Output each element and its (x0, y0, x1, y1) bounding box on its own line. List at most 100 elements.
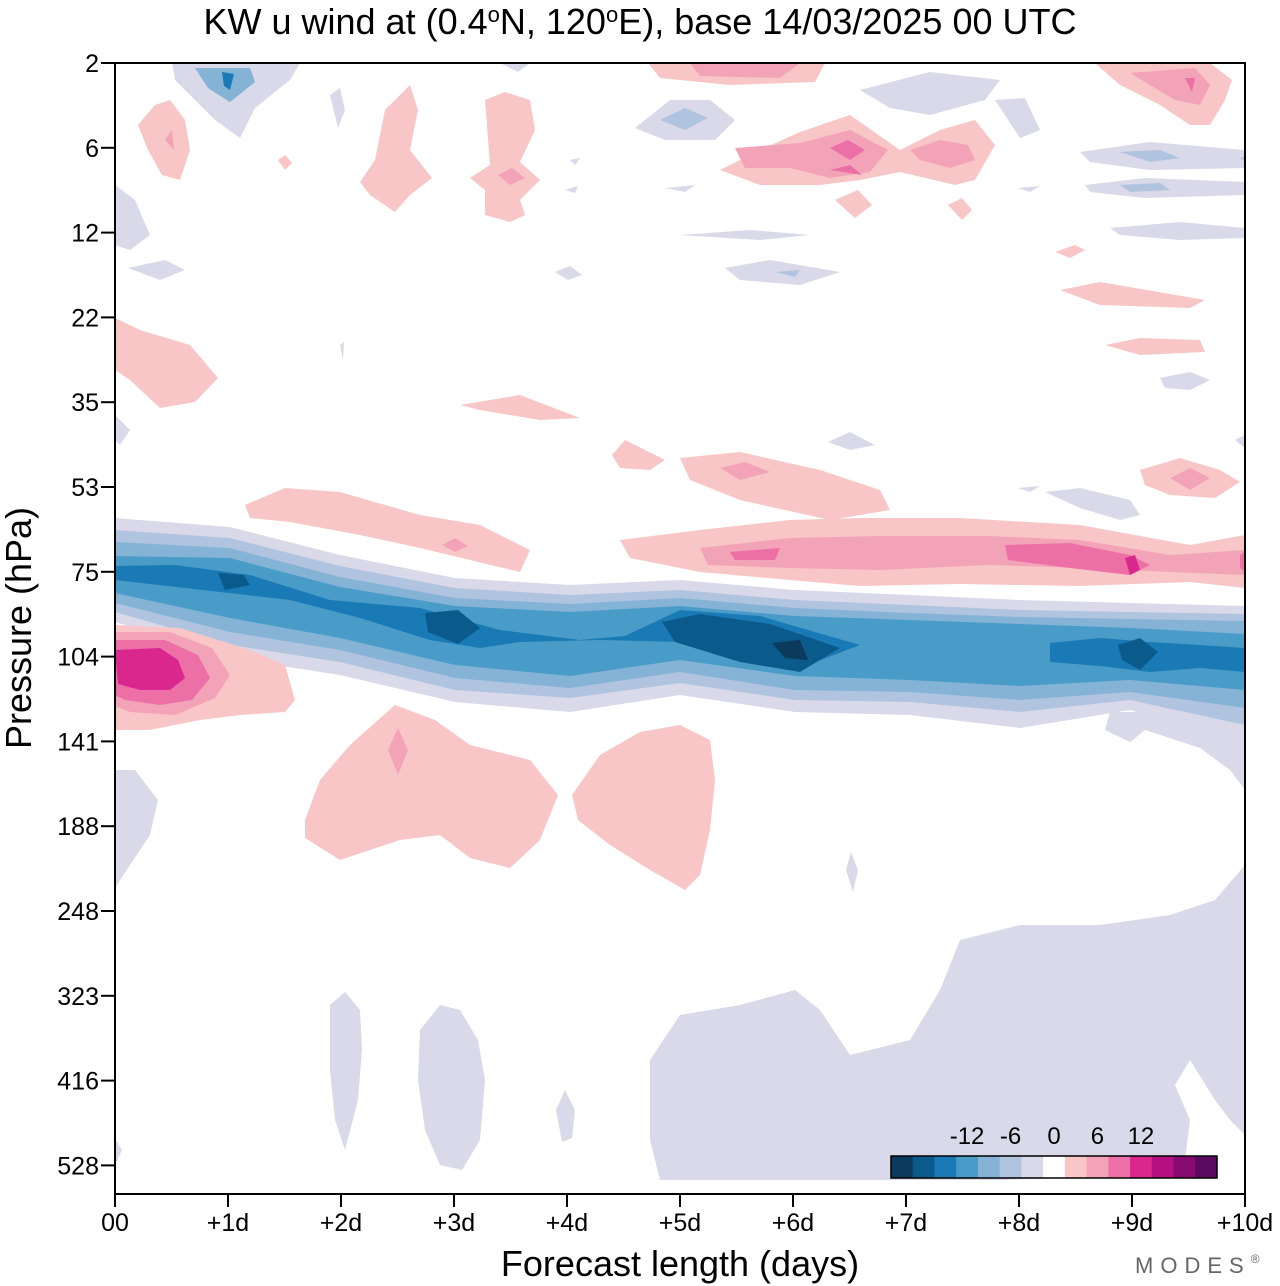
us-lav-mid-2 (860, 72, 1000, 115)
us-lav-small-e (1018, 186, 1040, 192)
colorbar-swatch (999, 1156, 1022, 1178)
ut-pink-2 (572, 725, 715, 890)
band-level-7 (772, 640, 808, 660)
pink-blob-35 (460, 395, 580, 420)
us-pink-left-6-core (165, 130, 174, 150)
colorbar-swatch (1086, 1156, 1109, 1178)
pink-blob-45 (612, 440, 665, 470)
lav-416 (556, 1090, 575, 1142)
y-axis-label: Pressure (hPa) (0, 507, 39, 749)
us-lav-12 (680, 230, 810, 240)
y-tick-label: 141 (57, 728, 99, 756)
colorbar-swatch (1064, 1156, 1088, 1178)
us-pink-small-1 (278, 155, 292, 170)
y-tick-label: 53 (71, 474, 99, 502)
y-tick-label: 2 (85, 50, 99, 78)
us-lav-2 (500, 63, 530, 72)
east-level-3c (1240, 552, 1245, 572)
colorbar-swatch (1108, 1156, 1131, 1178)
x-tick-label: +3d (433, 1209, 475, 1237)
y-tick-label: 12 (71, 220, 99, 248)
x-tick-label: +8d (998, 1209, 1040, 1237)
pink-blob-75 (442, 538, 468, 552)
x-axis-label: Forecast length (days) (501, 1243, 859, 1284)
colorbar-swatch (1151, 1156, 1175, 1178)
us-pink-small-3 (948, 198, 972, 220)
pink-blob-28 (1105, 338, 1205, 355)
y-tick-label: 22 (71, 304, 99, 332)
x-tick-label: +9d (1111, 1209, 1153, 1237)
us-pink-6-7-core2 (830, 165, 862, 175)
band-level-6a (218, 573, 250, 590)
colorbar-swatch (956, 1156, 979, 1178)
lav-323-a (330, 992, 362, 1150)
colorbar-label: -6 (1000, 1123, 1021, 1150)
lav-left-528 (115, 1138, 122, 1165)
us-pink-2d (360, 85, 432, 212)
lav-248 (846, 852, 858, 892)
us-lav-45 (828, 432, 875, 450)
colorbar-label: 0 (1047, 1123, 1060, 1150)
colorbar-labels: -12 -6 0 6 12 (950, 1123, 1155, 1150)
east-level-3b (1005, 543, 1150, 575)
colorbar-swatch (934, 1156, 957, 1178)
colorbar (890, 1155, 1218, 1179)
us-lav-mid-6 (1110, 222, 1245, 240)
band-level-6d (1118, 638, 1158, 670)
y-tick-label: 75 (71, 559, 99, 587)
us-lav-small-g (340, 342, 344, 360)
colorbar-swatch (1021, 1156, 1044, 1178)
chart-title: KW u wind at (0.4oN, 120oE), base 14/03/… (204, 1, 1077, 42)
us-lav-small-a (570, 158, 580, 165)
us-pink-left-6 (138, 100, 190, 180)
x-tick-label: +5d (659, 1209, 701, 1237)
us-lav-50 (1235, 435, 1245, 448)
lav-left-188 (115, 770, 158, 888)
us-lav-35 (1160, 372, 1210, 390)
colorbar-swatch (1043, 1156, 1066, 1178)
pink-blob-53b-inner (1170, 468, 1210, 490)
y-tick-label: 6 (85, 135, 99, 163)
us-lav-small-b (565, 186, 578, 193)
y-tick-label: 35 (71, 389, 99, 417)
colorbar-swatch (912, 1156, 935, 1178)
us-lav-40 (115, 415, 130, 445)
lav-323-b (418, 1005, 485, 1170)
us-lav-left-14 (128, 260, 185, 280)
us-lav-mid-3 (995, 98, 1040, 138)
y-tick-label: 104 (57, 644, 99, 672)
pink-blob-22 (115, 318, 218, 408)
x-tick-label: +10d (1217, 1209, 1273, 1237)
x-tick-label: 00 (101, 1209, 129, 1237)
colorbar-swatch (977, 1156, 1001, 1178)
colorbar-label: -12 (950, 1123, 985, 1150)
us-pink-3d-core (498, 168, 525, 185)
brand-logo-text: MODES® (1135, 1252, 1260, 1278)
colorbar-swatch (1130, 1156, 1153, 1178)
us-pink-6-7-in2 (910, 140, 975, 168)
us-lav-small-f (330, 88, 345, 128)
ut-pink-1-inner (388, 728, 408, 775)
x-tick-label: +2d (320, 1209, 362, 1237)
us-lav-mid-4-in (1120, 150, 1180, 162)
us-pink-top-right-in (1130, 68, 1210, 105)
pink-ridge-53 (245, 488, 530, 572)
colorbar-label: 6 (1091, 1123, 1104, 1150)
y-tick-label: 188 (57, 813, 99, 841)
us-lav-58 (1045, 488, 1140, 520)
us-pink-top-mid-in (690, 63, 800, 78)
x-tick-label: +7d (885, 1209, 927, 1237)
us-lav-edge (1240, 156, 1245, 162)
lav-lower-right (650, 865, 1245, 1180)
x-tick-label: +4d (546, 1209, 588, 1237)
colorbar-swatch (891, 1156, 914, 1178)
colorbar-swatch (1173, 1156, 1196, 1178)
us-lav-mid-1-in (660, 108, 708, 130)
colorbar-frame (890, 1155, 1218, 1179)
x-tick-label: +6d (772, 1209, 814, 1237)
x-tick-label: +1d (207, 1209, 249, 1237)
us-pink-3d (470, 92, 540, 222)
low-max-4 (115, 648, 185, 690)
colorbar-swatch (1195, 1156, 1218, 1178)
